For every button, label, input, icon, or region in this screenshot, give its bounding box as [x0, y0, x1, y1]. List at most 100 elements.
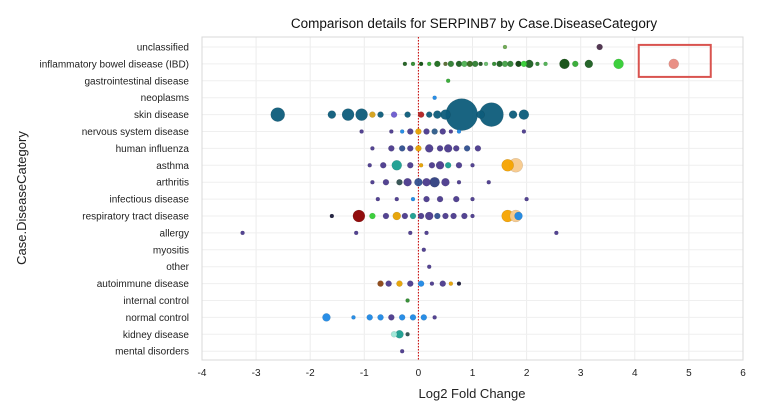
x-tick-label: -2 — [306, 368, 315, 379]
data-point — [436, 195, 444, 203]
data-point — [424, 144, 434, 153]
data-point — [441, 177, 450, 187]
data-point — [415, 145, 422, 152]
data-point — [391, 160, 403, 171]
data-point — [448, 129, 454, 134]
data-point — [389, 129, 394, 134]
data-point — [398, 145, 406, 152]
data-point — [442, 212, 449, 220]
data-point — [554, 230, 559, 236]
data-point — [455, 162, 463, 169]
data-point — [329, 213, 335, 219]
data-point — [455, 60, 463, 68]
data-point — [613, 58, 624, 70]
data-point — [409, 212, 417, 220]
data-point — [515, 60, 522, 68]
x-tick-labels: -4 -3 -2 -1 0 1 2 3 4 5 6 — [198, 368, 747, 379]
y-tick-label: normal control — [126, 313, 189, 324]
data-point — [440, 109, 451, 120]
data-point — [369, 212, 376, 220]
y-tick-label: inflammatory bowel disease (IBD) — [40, 59, 190, 70]
data-point — [507, 60, 514, 68]
data-point — [439, 128, 446, 135]
data-point — [379, 162, 387, 169]
x-tick-label: 2 — [524, 368, 530, 379]
data-point — [382, 178, 390, 186]
data-point — [390, 111, 398, 118]
data-point — [486, 179, 491, 185]
x-tick-label: 1 — [470, 368, 476, 379]
data-point — [410, 61, 416, 67]
data-point — [367, 163, 372, 168]
x-axis-title: Log2 Fold Change — [419, 386, 526, 401]
y-tick-label: autoimmune disease — [97, 279, 190, 290]
data-point — [584, 59, 594, 69]
data-point — [520, 60, 528, 68]
data-point — [596, 43, 603, 51]
data-point — [428, 162, 436, 169]
data-point — [456, 179, 462, 185]
data-point — [439, 280, 446, 287]
data-point — [410, 196, 416, 202]
data-point — [352, 209, 366, 223]
data-point — [359, 129, 364, 134]
data-point — [432, 315, 437, 320]
data-point — [456, 129, 462, 134]
data-point — [407, 280, 414, 287]
data-point — [385, 280, 392, 287]
data-point — [375, 196, 381, 202]
data-point — [432, 95, 437, 100]
y-tick-label: kidney disease — [123, 330, 190, 341]
data-point — [425, 111, 433, 118]
data-point — [418, 61, 424, 67]
data-point — [390, 331, 398, 338]
data-point — [453, 145, 460, 152]
data-point — [424, 230, 429, 236]
data-point — [392, 211, 402, 221]
data-point — [463, 145, 471, 152]
data-point — [429, 281, 435, 286]
data-point — [418, 163, 424, 168]
data-point — [524, 196, 529, 202]
data-point — [423, 128, 430, 135]
data-point — [443, 144, 453, 153]
data-point — [448, 281, 454, 286]
data-point — [434, 212, 441, 220]
x-tick-label: -3 — [252, 368, 261, 379]
data-point — [355, 108, 368, 121]
x-tick-label: 0 — [416, 368, 422, 379]
data-point — [476, 110, 485, 119]
data-point — [415, 128, 422, 135]
data-point — [240, 230, 245, 236]
data-point — [431, 128, 438, 135]
data-point — [535, 61, 540, 67]
data-point — [429, 176, 440, 188]
data-point — [398, 314, 406, 321]
x-tick-label: -4 — [198, 368, 207, 379]
y-tick-labels: unclassified inflammatory bowel disease (… — [40, 43, 190, 358]
data-point — [327, 110, 337, 119]
data-point — [470, 213, 475, 219]
data-point — [474, 145, 482, 152]
y-axis-title: Case.DiseaseCategory — [14, 131, 29, 265]
data-point — [466, 60, 474, 68]
y-tick-label: myositis — [153, 245, 189, 256]
y-tick-label: arthritis — [156, 178, 189, 189]
y-tick-label: gastrointestinal disease — [84, 76, 189, 87]
data-point — [426, 61, 432, 67]
data-point — [370, 146, 375, 151]
data-point — [478, 61, 483, 67]
data-point — [421, 247, 427, 253]
data-point — [408, 230, 413, 236]
data-point — [461, 212, 468, 220]
y-tick-label: nervous system disease — [82, 127, 190, 138]
data-point — [407, 128, 414, 135]
data-point — [668, 58, 680, 70]
x-tick-label: 3 — [578, 368, 584, 379]
y-tick-label: asthma — [156, 161, 189, 172]
data-point — [420, 314, 428, 321]
data-point — [443, 61, 448, 67]
data-point — [396, 280, 403, 287]
y-tick-label: neoplasms — [141, 93, 189, 104]
data-point — [435, 161, 445, 170]
